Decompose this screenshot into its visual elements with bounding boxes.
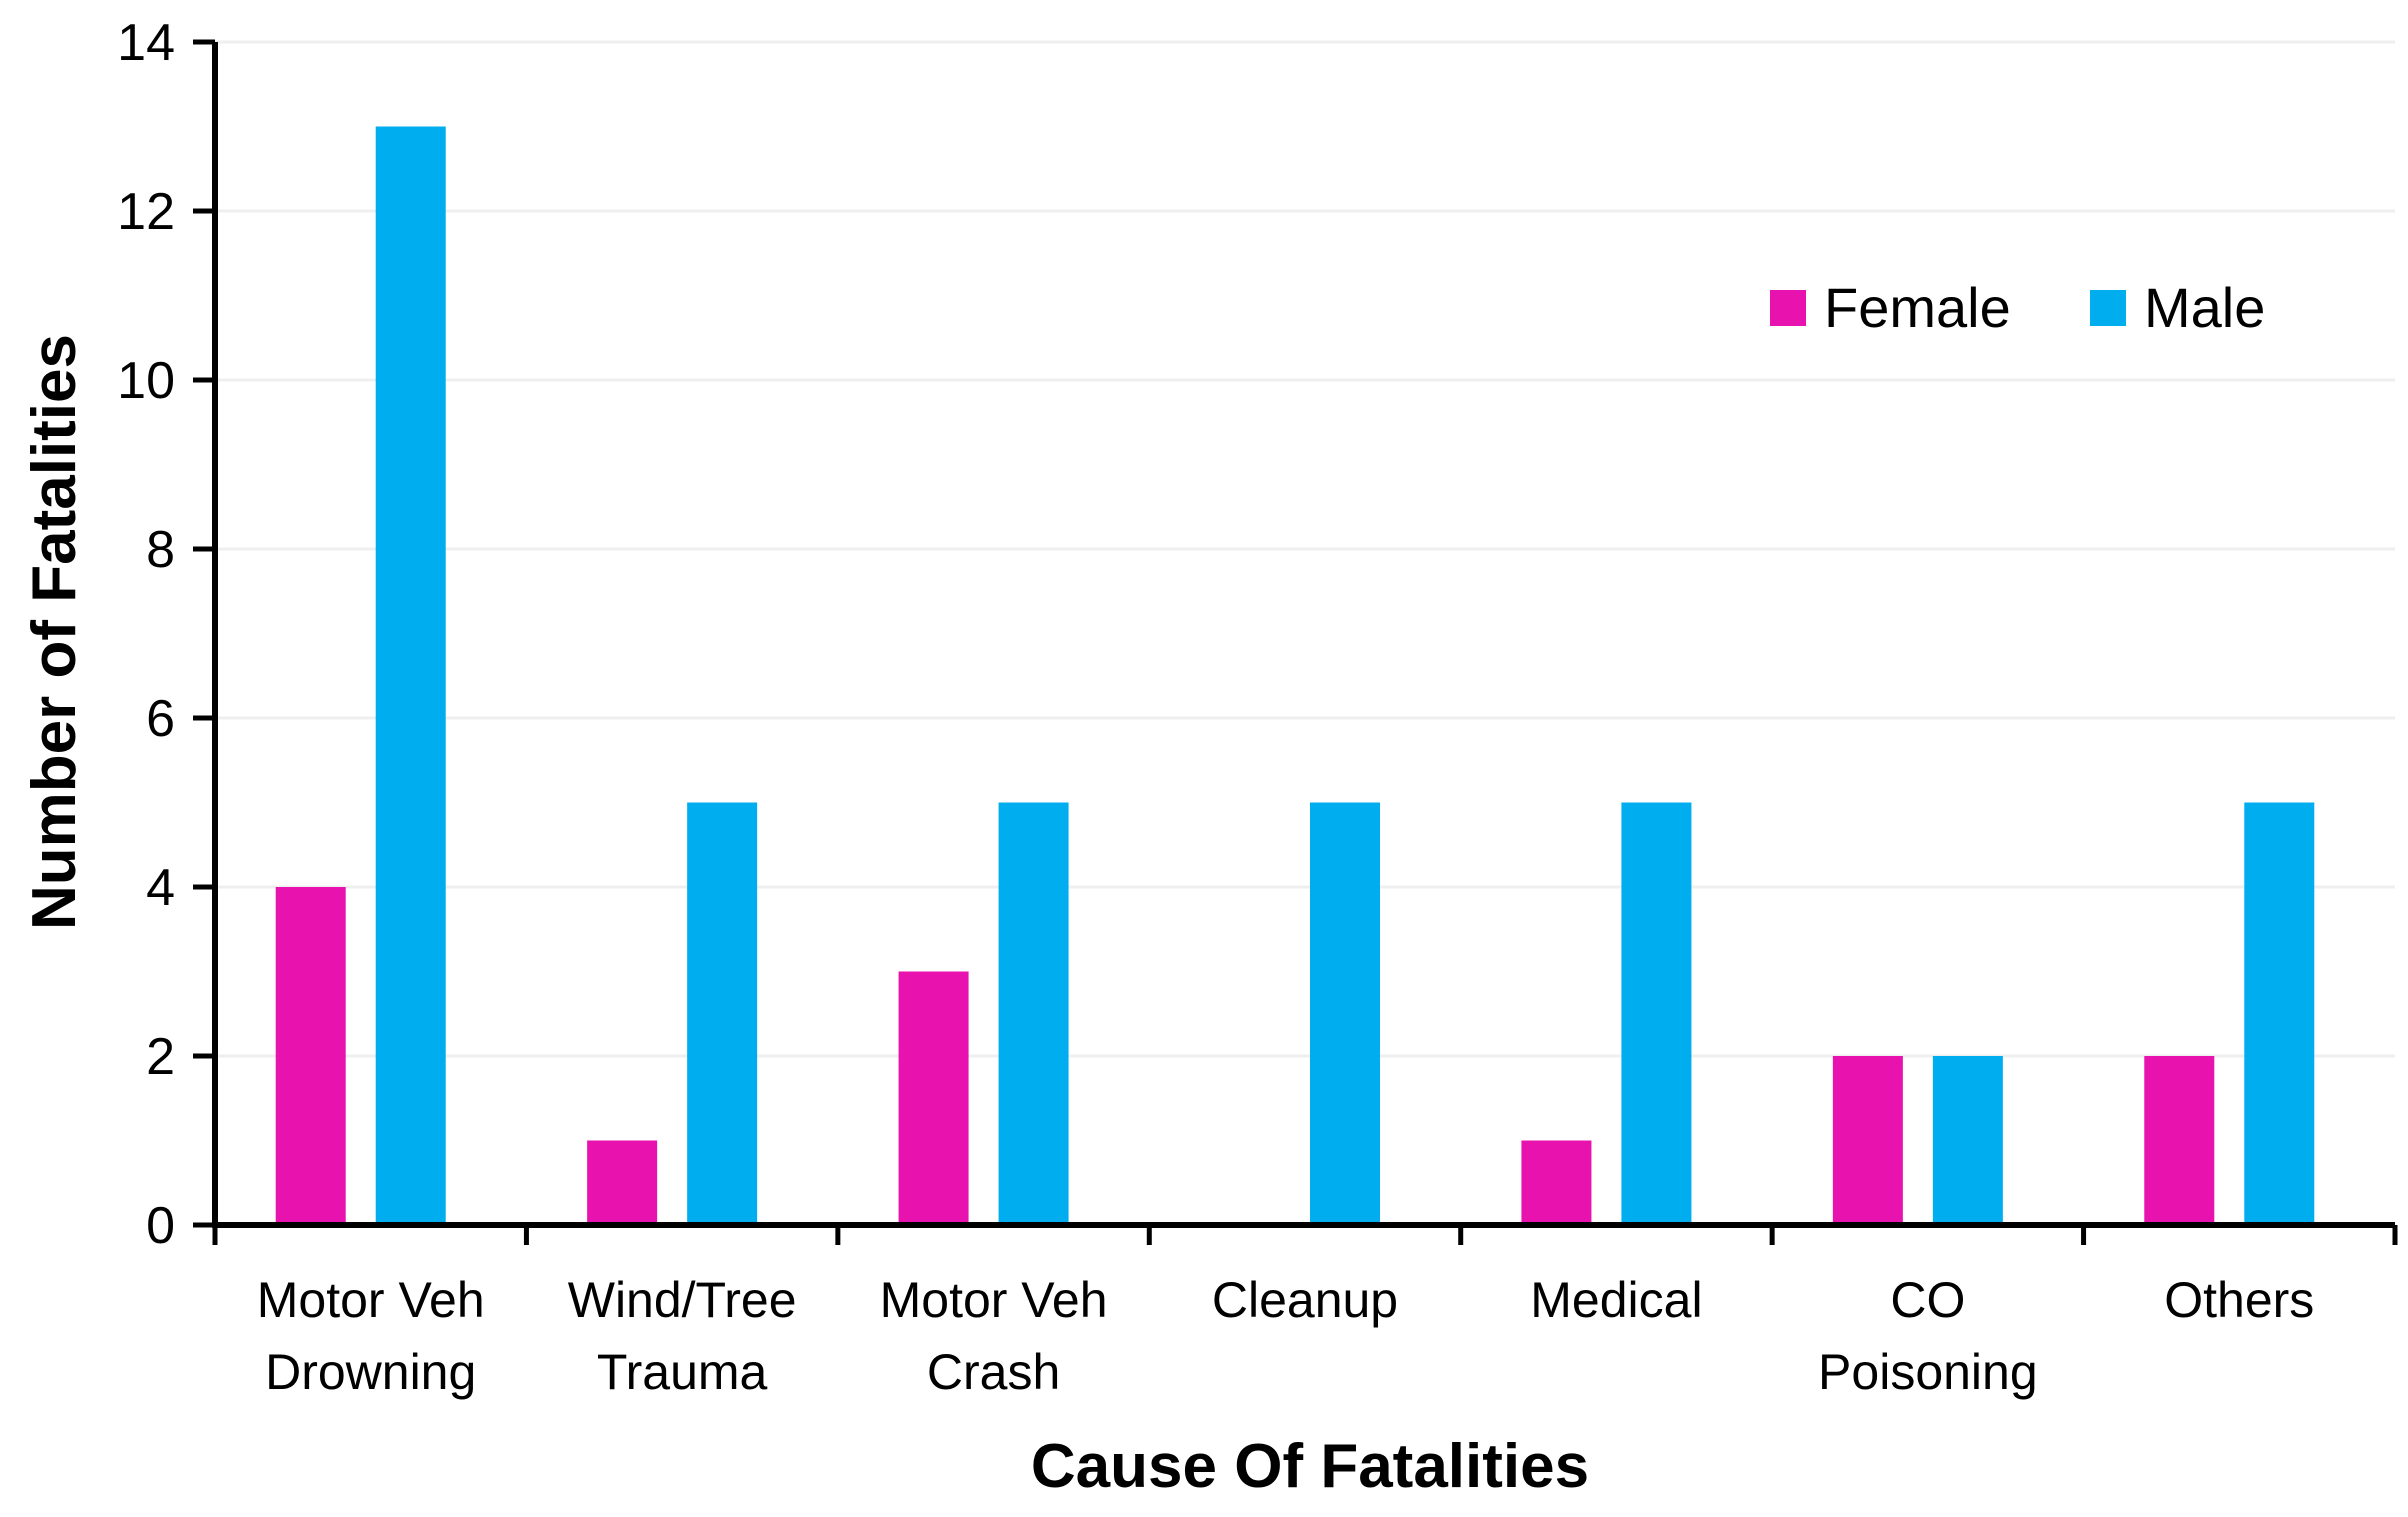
x-axis-title: Cause Of Fatalities [1031,1432,1589,1501]
y-tick-label: 6 [146,690,175,748]
category-label: Cleanup [1212,1272,1398,1328]
y-tick-label: 14 [117,14,175,72]
y-axis-title: Number of Fatalities [20,334,89,930]
tick-labels: 0 2 4 6 8 10 12 14 Motor Veh Drowning Wind/Tree Tra… [117,14,2314,1400]
gridlines [215,40,2395,1058]
legend: Female Male [1770,276,2265,339]
y-tick-label: 4 [146,859,175,917]
y-tick-label: 0 [146,1197,175,1255]
bar-female [1832,1056,1903,1225]
bar-male [1621,802,1692,1225]
bar-male [687,802,758,1225]
bar-female [587,1140,658,1225]
ticks [193,39,2398,1245]
y-tick-label: 12 [117,183,175,241]
category-label: Others [2164,1272,2314,1328]
category-label: Wind/Tree [568,1272,797,1328]
category-label: Crash [927,1344,1060,1400]
axes [212,42,2395,1228]
category-label: Medical [1530,1272,1702,1328]
category-label: CO [1890,1272,1965,1328]
legend-swatch-male [2090,290,2126,326]
bar-female [275,887,346,1225]
y-tick-label: 8 [146,521,175,579]
category-label: Motor Veh [257,1272,485,1328]
legend-label-male: Male [2144,276,2265,339]
bar-female [898,971,969,1225]
bar-male [1932,1056,2003,1225]
bars [275,126,2315,1225]
bar-male [998,802,1069,1225]
category-label: Trauma [597,1344,768,1400]
category-label: Poisoning [1818,1344,2038,1400]
bar-male [375,126,446,1225]
category-label: Drowning [265,1344,476,1400]
y-tick-label: 2 [146,1028,175,1086]
y-tick-label: 10 [117,352,175,410]
bar-male [2244,802,2315,1225]
category-label: Motor Veh [880,1272,1108,1328]
bar-female [2144,1056,2215,1225]
bar-female [1521,1140,1592,1225]
legend-label-female: Female [1824,276,2011,339]
bar-male [1310,802,1380,1225]
legend-swatch-female [1770,290,1806,326]
